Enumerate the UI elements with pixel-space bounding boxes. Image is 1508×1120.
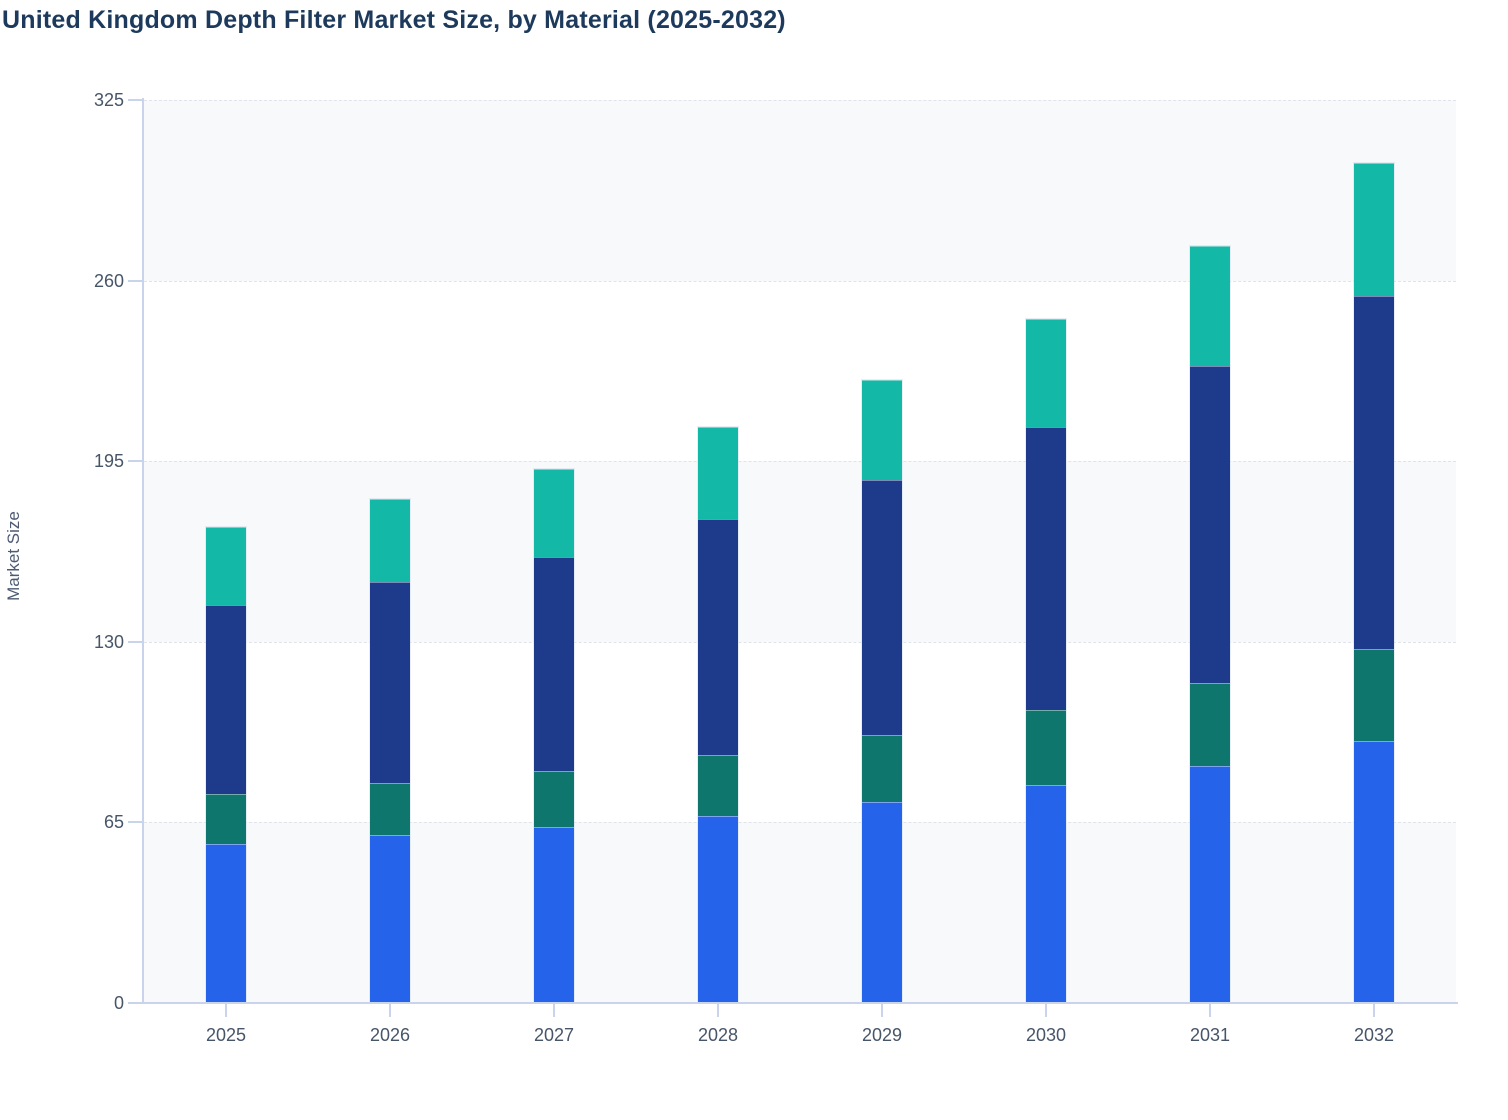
plot-band <box>144 100 1456 281</box>
bar-segment[interactable] <box>206 526 246 605</box>
bar-segment[interactable] <box>1026 318 1066 427</box>
y-tick-label: 130 <box>93 631 124 652</box>
bar-2029[interactable] <box>862 379 902 1002</box>
y-tick-mark <box>128 99 142 101</box>
bar-segment[interactable] <box>1026 426 1066 711</box>
bar-segment[interactable] <box>1026 710 1066 786</box>
y-tick-mark <box>128 821 142 824</box>
bar-segment[interactable] <box>534 468 574 558</box>
x-tick-mark <box>1209 1004 1211 1017</box>
bar-segment[interactable] <box>862 801 902 1002</box>
gridline <box>144 280 1456 282</box>
y-tick-mark <box>128 279 142 282</box>
x-tick-mark <box>225 1004 227 1017</box>
bar-2028[interactable] <box>698 426 738 1002</box>
y-tick-mark <box>128 460 142 463</box>
x-tick-mark <box>717 1004 719 1017</box>
y-axis-title: Market Size <box>4 511 23 601</box>
bar-segment[interactable] <box>1190 365 1230 683</box>
bar-segment[interactable] <box>370 835 410 1002</box>
bar-segment[interactable] <box>862 479 902 736</box>
bar-segment[interactable] <box>1354 162 1394 297</box>
x-tick-label: 2027 <box>533 1025 575 1045</box>
bar-segment[interactable] <box>534 557 574 772</box>
bar-segment[interactable] <box>206 604 246 794</box>
bar-segment[interactable] <box>862 379 902 480</box>
bar-segment[interactable] <box>1190 246 1230 366</box>
bar-segment[interactable] <box>1354 649 1394 741</box>
y-tick-mark <box>128 1002 142 1004</box>
bar-segment[interactable] <box>370 782 410 836</box>
x-tick-label: 2026 <box>369 1025 411 1045</box>
bar-segment[interactable] <box>698 815 738 1002</box>
plot-area: 0 65 130 195 260 325 2025 2026 2027 2028 2029 2030 2… <box>94 90 1458 1045</box>
gridline <box>144 822 1456 824</box>
x-tick-label: 2028 <box>697 1025 739 1045</box>
x-tick-mark <box>881 1004 883 1017</box>
plot-band <box>144 461 1456 642</box>
plot-band <box>144 280 1456 462</box>
y-tick-label: 325 <box>93 90 124 110</box>
bar-2027[interactable] <box>534 468 574 1002</box>
x-tick-label: 2029 <box>861 1025 903 1045</box>
bar-segment[interactable] <box>698 754 738 816</box>
bar-segment[interactable] <box>698 426 738 519</box>
plot-band <box>144 822 1456 1003</box>
y-tick-label: 195 <box>93 451 124 472</box>
x-tick-mark <box>389 1004 391 1017</box>
bar-segment[interactable] <box>534 771 574 827</box>
bar-2030[interactable] <box>1026 318 1066 1002</box>
x-tick-mark <box>1045 1004 1047 1017</box>
y-tick-label: 0 <box>113 993 124 1013</box>
gridline <box>144 100 1456 101</box>
bar-segment[interactable] <box>1190 765 1230 1002</box>
bar-2032[interactable] <box>1354 162 1394 1002</box>
x-tick-label: 2025 <box>205 1025 247 1045</box>
bar-segment[interactable] <box>206 793 246 844</box>
bar-2031[interactable] <box>1190 246 1230 1002</box>
plot-band <box>144 641 1456 823</box>
bar-segment[interactable] <box>206 843 246 1002</box>
bar-segment[interactable] <box>698 518 738 755</box>
gridline <box>144 461 1456 463</box>
x-tick-mark <box>553 1004 555 1017</box>
chart-title: United Kingdom Depth Filter Market Size,… <box>2 6 786 34</box>
bar-2025[interactable] <box>206 526 246 1002</box>
x-tick-mark <box>1373 1004 1375 1017</box>
bar-segment[interactable] <box>1354 296 1394 650</box>
bar-segment[interactable] <box>1026 785 1066 1002</box>
x-axis-line <box>142 1002 1458 1004</box>
x-tick-label: 2031 <box>1189 1025 1231 1045</box>
y-tick-mark <box>128 640 142 643</box>
bar-segment[interactable] <box>1190 682 1230 766</box>
x-tick-label: 2030 <box>1025 1025 1067 1045</box>
y-tick-label: 65 <box>103 812 124 833</box>
bar-segment[interactable] <box>370 582 410 783</box>
bar-2026[interactable] <box>370 499 410 1002</box>
bar-segment[interactable] <box>534 826 574 1002</box>
bar-segment[interactable] <box>862 735 902 802</box>
bar-segment[interactable] <box>1354 740 1394 1002</box>
y-tick-label: 260 <box>93 270 124 291</box>
gridline <box>144 641 1456 643</box>
x-tick-label: 2032 <box>1353 1025 1395 1045</box>
y-axis-line <box>142 98 144 1004</box>
bar-segment[interactable] <box>370 499 410 583</box>
